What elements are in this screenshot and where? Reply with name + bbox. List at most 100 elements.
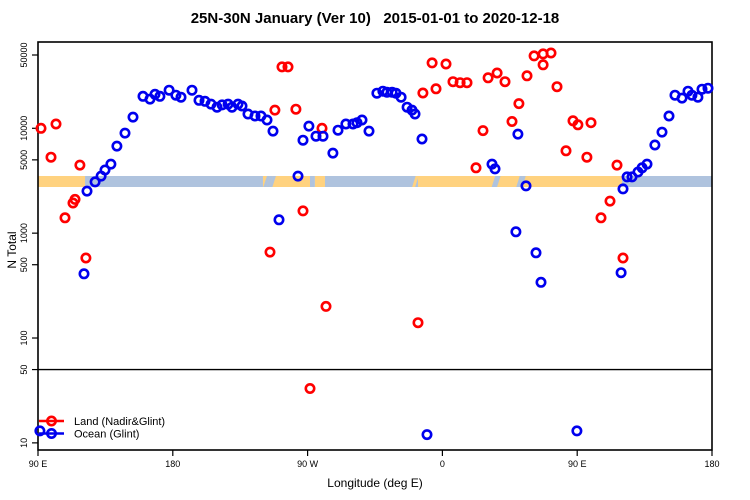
ocean-point	[105, 158, 117, 170]
x-axis-title: Longitude (deg E)	[327, 476, 423, 490]
land-point	[560, 145, 572, 157]
legend-ocean-label: Ocean (Glint)	[74, 429, 139, 441]
land-point	[482, 72, 494, 84]
plot-frame	[37, 41, 713, 451]
legend-ocean-marker	[45, 427, 57, 439]
land-point	[59, 212, 71, 224]
ocean-point	[512, 128, 524, 140]
ocean-point	[656, 126, 668, 138]
land-point	[572, 119, 584, 131]
surface-strip-ocean-segment	[324, 176, 418, 187]
ocean-point	[310, 130, 322, 142]
ocean-point	[261, 114, 273, 126]
y-tick-label: 100	[19, 330, 29, 345]
surface-strip-ocean-segment	[309, 176, 315, 187]
ocean-point	[89, 176, 101, 188]
land-point	[80, 252, 92, 264]
land-point	[521, 70, 533, 82]
y-axis-title: N Total	[5, 231, 19, 269]
ocean-point	[676, 92, 688, 104]
chart-title: 25N-30N January (Ver 10) 2015-01-01 to 2…	[190, 10, 560, 27]
ocean-point	[175, 91, 187, 103]
surface-strip-land-segment	[38, 176, 86, 187]
land-point	[50, 118, 62, 130]
ocean-point	[617, 183, 629, 195]
land-point	[506, 116, 518, 128]
y-tick-label: 10	[19, 438, 29, 448]
surface-strip-streak	[269, 176, 276, 187]
land-point	[426, 57, 438, 69]
land-point	[304, 382, 316, 394]
land-point	[282, 61, 294, 73]
land-point	[45, 151, 57, 163]
land-point	[264, 246, 276, 258]
ocean-point	[520, 180, 532, 192]
land-point	[461, 77, 473, 89]
ocean-point	[371, 87, 383, 99]
land-point	[617, 252, 629, 264]
ocean-point	[510, 226, 522, 238]
surface-strip-land-segment	[314, 176, 325, 187]
ocean-point	[696, 83, 708, 95]
ocean-point	[127, 111, 139, 123]
land-point	[417, 87, 429, 99]
land-point	[581, 151, 593, 163]
ocean-point	[163, 84, 175, 96]
ocean-point	[421, 429, 433, 441]
ocean-point	[409, 108, 421, 120]
ocean-point	[267, 125, 279, 137]
x-tick-label: 180	[704, 459, 719, 469]
x-tick-label: 0	[440, 459, 445, 469]
y-tick-label: 50	[19, 365, 29, 375]
ocean-point	[686, 89, 698, 101]
land-point	[595, 212, 607, 224]
legend-land-marker	[45, 415, 57, 427]
land-point	[297, 205, 309, 217]
y-tick-label: 5000	[19, 150, 29, 170]
land-point	[611, 159, 623, 171]
ocean-point	[216, 99, 228, 111]
land-point	[440, 58, 452, 70]
ocean-point	[119, 127, 131, 139]
ocean-point	[663, 110, 675, 122]
ocean-point	[615, 267, 627, 279]
land-point	[604, 195, 616, 207]
ocean-point	[356, 114, 368, 126]
ocean-point	[571, 425, 583, 437]
ocean-point	[395, 91, 407, 103]
ocean-point	[249, 110, 261, 122]
land-point	[269, 104, 281, 116]
y-tick-label: 500	[19, 257, 29, 272]
land-point	[320, 300, 332, 312]
ocean-point	[535, 276, 547, 288]
surface-strip-streak	[263, 176, 270, 187]
ocean-point	[317, 130, 329, 142]
x-tick-label: 90 W	[297, 459, 319, 469]
ocean-point	[81, 185, 93, 197]
x-tick-label: 90 E	[568, 459, 587, 469]
ocean-point	[363, 125, 375, 137]
legend-land-label: Land (Nadir&Glint)	[74, 416, 165, 428]
ocean-point	[530, 247, 542, 259]
land-point	[35, 122, 47, 134]
ocean-point	[111, 140, 123, 152]
ocean-point	[292, 170, 304, 182]
land-point	[585, 117, 597, 129]
ocean-point	[170, 89, 182, 101]
ocean-point	[702, 82, 714, 94]
land-point	[470, 162, 482, 174]
land-point	[551, 81, 563, 93]
land-point	[491, 67, 503, 79]
y-tick-label: 1000	[19, 223, 29, 243]
ocean-point	[154, 90, 166, 102]
x-tick-label: 180	[165, 459, 180, 469]
land-point	[74, 159, 86, 171]
ocean-point	[489, 163, 501, 175]
ocean-point	[621, 171, 633, 183]
land-point	[454, 77, 466, 89]
y-tick-label: 50000	[19, 42, 29, 67]
land-point	[67, 197, 79, 209]
ocean-point	[193, 94, 205, 106]
